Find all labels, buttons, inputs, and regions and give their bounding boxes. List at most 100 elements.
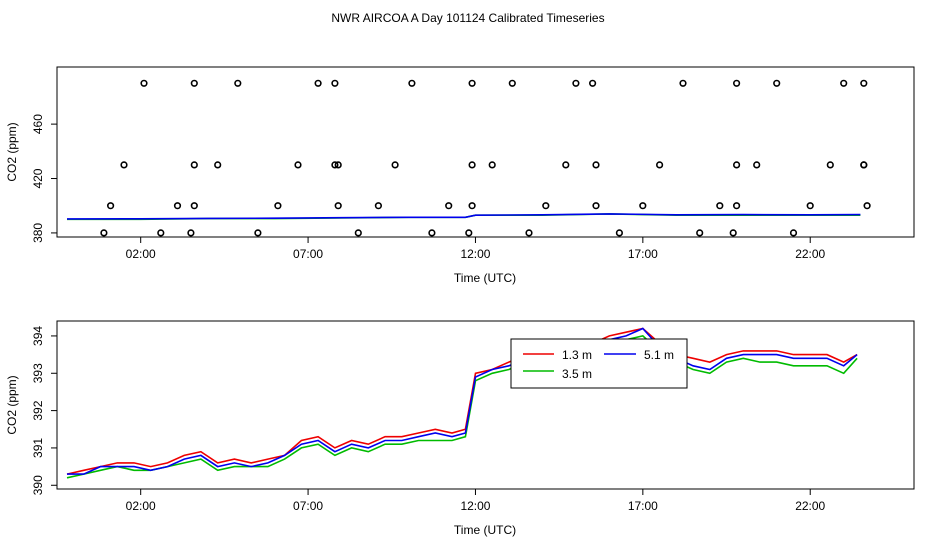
legend-box	[510, 338, 688, 389]
cal-point	[468, 79, 476, 87]
cal-point	[334, 202, 342, 210]
cal-point	[789, 229, 798, 237]
cal-point	[753, 161, 761, 169]
x-tick-label: 22:00	[795, 499, 825, 513]
cal-point	[354, 229, 362, 237]
cal-point	[190, 202, 198, 210]
cal-point	[190, 79, 198, 87]
y-tick-label: 392	[31, 400, 45, 420]
cal-point	[592, 161, 600, 169]
cal-point	[334, 161, 342, 169]
y-tick-label: 393	[31, 363, 45, 383]
cal-point	[840, 79, 848, 87]
cal-point	[525, 229, 533, 237]
y-tick-label: 390	[31, 475, 45, 495]
timeseries-panel: 02:00 07:00 12:00 17:00 22:00 39039139239339…	[5, 320, 915, 537]
cal-point	[732, 161, 741, 169]
cal-point	[468, 161, 476, 169]
x-tick-label: 17:00	[628, 499, 658, 513]
cal-point	[254, 229, 262, 237]
cal-point	[190, 161, 198, 169]
cal-point	[826, 161, 834, 169]
y-tick-label: 391	[31, 438, 45, 458]
cal-point	[331, 79, 339, 87]
y-tick-label: 394	[31, 326, 45, 346]
series-line	[66, 335, 858, 479]
cal-point	[157, 229, 165, 237]
cal-point	[314, 79, 322, 87]
x-tick-label: 02:00	[126, 499, 156, 513]
series-layer	[66, 213, 861, 221]
cal-point	[679, 79, 687, 87]
cal-point	[860, 161, 868, 169]
cal-point	[120, 161, 128, 169]
y-axis: 390 391 392 393 394	[31, 326, 57, 495]
cal-point	[773, 79, 781, 87]
cal-point	[465, 229, 473, 237]
cal-point	[428, 229, 436, 237]
x-axis: 02:00 07:00 12:00 17:00 22:00	[126, 237, 826, 261]
cal-point	[408, 79, 416, 87]
cal-point	[716, 202, 724, 210]
plot-frame	[56, 66, 915, 238]
plot-frame	[56, 320, 915, 490]
cal-point	[732, 79, 741, 87]
cal-point	[214, 161, 222, 169]
legend-label-1-3m: 1.3 m	[562, 348, 592, 362]
cal-point	[106, 202, 115, 210]
cal-point	[572, 79, 580, 87]
x-axis-label: Time (UTC)	[454, 523, 516, 537]
x-tick-label: 07:00	[293, 247, 323, 261]
cal-point	[173, 202, 182, 210]
y-tick-label: 380	[31, 223, 45, 243]
legend-label-3-5m: 3.5 m	[562, 367, 592, 381]
cal-point	[732, 202, 741, 210]
y-axis-label: CO2 (ppm)	[5, 375, 19, 434]
y-tick-label: 420	[31, 168, 45, 188]
legend: 1.3 m 3.5 m 5.1 m	[510, 338, 688, 389]
cal-point	[140, 79, 148, 87]
series-line	[67, 327, 858, 475]
cal-point	[542, 202, 550, 210]
x-axis: 02:00 07:00 12:00 17:00 22:00	[126, 489, 826, 513]
cal-point	[294, 161, 302, 169]
cal-point	[374, 202, 383, 210]
y-axis: 380 420 460	[31, 114, 57, 243]
cal-point	[729, 229, 737, 237]
series-layer	[66, 327, 858, 479]
cal-point	[562, 161, 570, 169]
x-tick-label: 17:00	[628, 247, 658, 261]
cal-point	[331, 161, 339, 169]
cal-point	[806, 202, 814, 210]
cal-point	[655, 161, 664, 169]
cal-point	[508, 79, 516, 87]
cal-point	[468, 202, 476, 210]
cal-point	[234, 79, 242, 87]
cal-point	[696, 229, 704, 237]
series-line	[66, 213, 861, 220]
y-axis-label: CO2 (ppm)	[5, 122, 19, 181]
cal-point	[187, 229, 195, 237]
cal-point	[100, 229, 108, 237]
calibration-points-panel: 02:00 07:00 12:00 17:00 22:00 380 420 460 Time…	[5, 66, 915, 285]
cal-point	[639, 202, 647, 210]
x-tick-label: 22:00	[795, 247, 825, 261]
x-tick-label: 07:00	[293, 499, 323, 513]
legend-label-5-1m: 5.1 m	[644, 348, 674, 362]
x-tick-label: 02:00	[126, 247, 156, 261]
series-line	[66, 327, 858, 475]
cal-point	[588, 79, 597, 87]
cal-point	[863, 202, 871, 210]
x-axis-label: Time (UTC)	[454, 271, 516, 285]
x-tick-label: 12:00	[460, 247, 490, 261]
x-tick-label: 12:00	[460, 499, 490, 513]
cal-point	[391, 161, 399, 169]
cal-point	[488, 161, 496, 169]
cal-point	[445, 202, 453, 210]
calibration-points	[100, 79, 871, 237]
cal-point	[274, 202, 282, 210]
cal-point	[860, 79, 868, 87]
y-tick-label: 460	[31, 114, 45, 134]
cal-point	[615, 229, 624, 237]
